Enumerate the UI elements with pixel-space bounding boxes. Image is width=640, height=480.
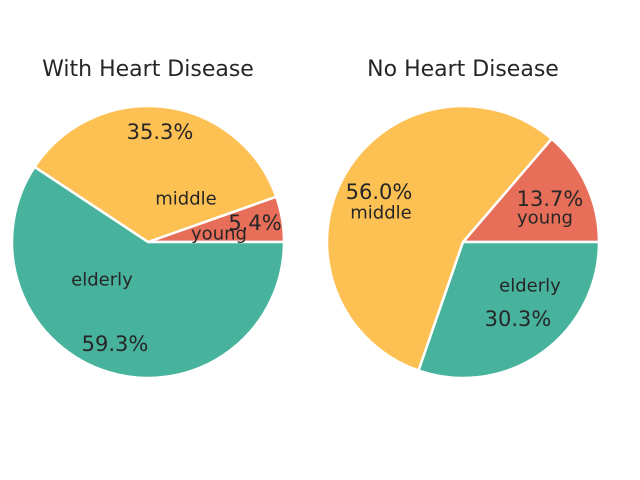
pie-slice-middle [33,104,278,244]
pie-pct-label-middle: 56.0% [346,180,413,204]
pie-pct-label-elderly: 59.3% [82,332,149,356]
pie-category-label-elderly: elderly [499,276,561,297]
pie-slice-elderly [417,240,601,380]
pie-category-label-young: young [191,224,247,245]
pie-pct-label-elderly: 30.3% [485,307,552,331]
pie-slices-no-heart-disease [325,104,601,380]
pie-category-label-middle: middle [350,203,411,224]
pie-pct-label-young: 5.4% [228,211,281,235]
pie-labels-with-heart-disease: 5.4%young 35.3% middle 59.3% elderly [71,120,282,356]
pie-category-label-middle: middle [155,189,216,210]
chart-title-no-heart-disease: No Heart Disease [367,57,559,82]
pie-chart-no-heart-disease: No Heart Disease 13.7%young 56.0%middle 30… [325,57,601,380]
pie-labels-no-heart-disease: 13.7%young 56.0%middle 30.3% elderly [346,180,584,331]
pie-pct-label-young: 13.7% [517,187,584,211]
pie-pct-label-middle: 35.3% [127,120,194,144]
pie-category-label-elderly: elderly [71,270,133,291]
pie-chart-with-heart-disease: With Heart Disease 5.4%young35.3%middle5… [10,57,286,380]
chart-title-with-heart-disease: With Heart Disease [42,57,254,82]
pie-slice-middle [325,104,553,372]
pie-slice-elderly [10,165,286,380]
pie-slices-with-heart-disease [10,104,286,380]
pie-category-label-young: young [517,208,573,229]
pie-slice-young [461,137,601,244]
